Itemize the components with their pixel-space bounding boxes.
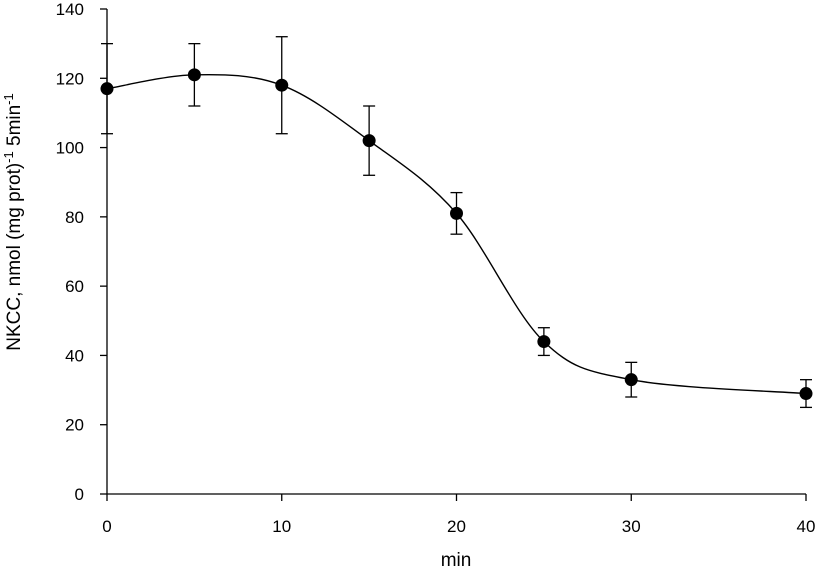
x-tick-label: 30 (622, 517, 641, 536)
y-tick-label: 20 (65, 416, 84, 435)
y-axis-title-exponent-1: -1 (1, 151, 16, 163)
y-tick-label: 140 (56, 0, 84, 19)
x-tick-label: 0 (102, 517, 111, 536)
error-bars (101, 36, 812, 409)
data-point (537, 335, 551, 349)
data-point (624, 373, 638, 387)
x-axis-title: min (441, 550, 472, 571)
y-tick-label: 60 (65, 277, 84, 296)
y-tick-label: 40 (65, 346, 84, 365)
x-tick-label: 10 (272, 517, 291, 536)
data-point (799, 387, 813, 401)
y-axis-title-main: NKCC, nmol (mg prot) (4, 163, 25, 351)
data-points (100, 68, 813, 401)
y-tick-label: 100 (56, 139, 84, 158)
y-tick-label: 80 (65, 208, 84, 227)
y-axis: 0 20 40 60 80 100 120 140 (56, 0, 108, 504)
data-point (450, 206, 463, 220)
x-tick-label: 20 (447, 517, 466, 536)
y-tick-label: 0 (75, 485, 84, 504)
y-axis-title-exponent-2: -1 (1, 93, 16, 105)
y-axis-title-unit: 5min (4, 105, 25, 151)
y-tick-label: 120 (56, 69, 84, 88)
data-point (100, 82, 114, 96)
y-axis-title: NKCC, nmol (mg prot)-1 5min-1 (1, 93, 26, 351)
data-point (187, 68, 201, 82)
data-point (362, 134, 376, 148)
x-axis: 0 10 20 30 40 (102, 493, 816, 536)
data-point (275, 78, 289, 92)
x-tick-label: 40 (797, 517, 816, 536)
